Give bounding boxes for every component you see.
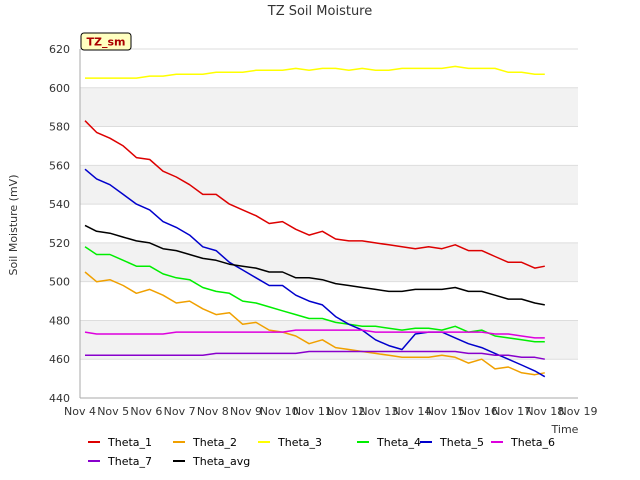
series-line-theta-6	[84, 329, 545, 339]
band-520-540	[80, 204, 578, 243]
band-500-520	[80, 242, 578, 282]
x-tick-label: Nov 18	[525, 405, 564, 418]
tick-labels: 440 460 480 500 520 540 560 580 600 620 Nov 4 Nov 5…	[49, 43, 597, 418]
x-tick-label: Nov 15	[426, 405, 465, 418]
y-tick-label: 460	[49, 353, 70, 366]
x-tick-label: Nov 19	[559, 405, 598, 418]
x-tick-label: Nov 10	[260, 405, 299, 418]
legend-label-theta-6: Theta_6	[510, 436, 555, 449]
legend-label-theta-2: Theta_2	[192, 436, 237, 449]
legend-label-theta-7: Theta_7	[107, 455, 152, 468]
y-tick-label: 500	[49, 276, 70, 289]
y-tick-label: 540	[49, 198, 70, 211]
x-tick-label: Nov 16	[459, 405, 498, 418]
x-tick-label: Nov 4	[64, 405, 96, 418]
series-line-theta-2	[84, 271, 545, 376]
series-line-theta-3	[85, 65, 545, 79]
legend-label-theta-1: Theta_1	[107, 436, 152, 449]
x-axis-label: Time	[551, 423, 579, 436]
y-tick-label: 560	[49, 159, 70, 172]
badge-box	[80, 32, 132, 51]
legend-label-theta-avg: Theta_avg	[192, 455, 250, 468]
x-tick-label: Nov 14	[393, 405, 432, 418]
y-tick-label: 480	[49, 314, 70, 327]
x-tick-label: Nov 9	[230, 405, 262, 418]
series-line-theta-7	[85, 350, 545, 360]
x-tick-label: Nov 7	[164, 405, 196, 418]
band-580-600	[80, 87, 578, 127]
y-tick-label: 600	[49, 82, 70, 95]
x-tick-label: Nov 12	[326, 405, 365, 418]
y-axis-label: Soil Moisture (mV)	[7, 175, 20, 276]
series-lines	[84, 65, 546, 378]
legend: Theta_1 Theta_2 Theta_3 Theta_4 Theta_5 Theta…	[88, 436, 555, 468]
x-tick-label: Nov 11	[293, 405, 332, 418]
chart-title: TZ Soil Moisture	[267, 4, 373, 19]
series-line-theta-1	[84, 120, 545, 269]
axes	[79, 49, 578, 399]
legend-label-theta-4: Theta_4	[376, 436, 421, 449]
x-tick-label: Nov 13	[359, 405, 398, 418]
x-tick-label: Nov 8	[197, 405, 229, 418]
y-tick-label: 620	[49, 43, 70, 56]
x-tick-label: Nov 5	[97, 405, 129, 418]
band-460-480	[80, 320, 578, 360]
legend-label-theta-5: Theta_5	[439, 436, 484, 449]
x-tick-label: Nov 6	[130, 405, 162, 418]
background-bands	[80, 49, 578, 398]
x-tick-label: Nov 17	[492, 405, 531, 418]
legend-label-theta-3: Theta_3	[277, 436, 322, 449]
badge: TZ_sm	[80, 32, 132, 51]
y-tick-label: 440	[49, 392, 70, 405]
band-560-580	[80, 126, 578, 166]
band-540-560	[80, 165, 578, 205]
y-tick-label: 580	[49, 121, 70, 134]
series-line-theta-5	[84, 168, 546, 378]
y-tick-label: 520	[49, 237, 70, 250]
band-480-500	[80, 281, 578, 321]
band-440-460	[80, 359, 578, 398]
badge-label: TZ_sm	[87, 36, 126, 49]
series-line-theta-avg	[84, 224, 545, 306]
